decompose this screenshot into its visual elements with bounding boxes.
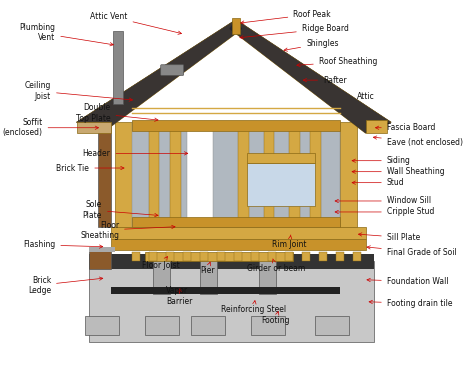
FancyBboxPatch shape [149, 130, 159, 219]
Text: Footing: Footing [262, 311, 290, 324]
Text: Reinforcing Steel: Reinforcing Steel [221, 301, 286, 314]
FancyBboxPatch shape [289, 130, 300, 219]
FancyBboxPatch shape [264, 130, 274, 219]
Text: Eave (not enclosed): Eave (not enclosed) [374, 136, 463, 147]
Text: Girder or beam: Girder or beam [246, 259, 305, 273]
FancyBboxPatch shape [110, 227, 365, 239]
FancyBboxPatch shape [89, 247, 110, 269]
FancyBboxPatch shape [113, 31, 123, 104]
FancyBboxPatch shape [110, 287, 340, 294]
Polygon shape [76, 20, 242, 133]
FancyBboxPatch shape [85, 316, 119, 335]
Text: Flashing: Flashing [23, 241, 103, 249]
Text: Window Sill: Window Sill [335, 196, 431, 206]
FancyBboxPatch shape [340, 122, 357, 227]
FancyBboxPatch shape [191, 316, 225, 335]
Text: Wall Sheathing: Wall Sheathing [352, 167, 445, 176]
Polygon shape [229, 20, 391, 133]
Text: Sill Plate: Sill Plate [358, 233, 420, 242]
Text: Rafter: Rafter [303, 76, 346, 85]
Text: Cripple Stud: Cripple Stud [335, 207, 434, 217]
FancyBboxPatch shape [232, 18, 240, 34]
Polygon shape [236, 20, 391, 130]
FancyBboxPatch shape [89, 254, 374, 269]
Text: Pier: Pier [200, 262, 214, 275]
FancyBboxPatch shape [217, 252, 225, 261]
FancyBboxPatch shape [246, 162, 315, 207]
FancyBboxPatch shape [238, 130, 249, 219]
FancyBboxPatch shape [200, 258, 217, 294]
Text: Soffit
(enclosed): Soffit (enclosed) [2, 118, 99, 137]
Text: Floor Joist: Floor Joist [142, 256, 180, 270]
FancyBboxPatch shape [89, 247, 115, 252]
Text: Attic Vent: Attic Vent [90, 11, 182, 34]
FancyBboxPatch shape [200, 252, 208, 261]
Text: Brick
Ledge: Brick Ledge [28, 276, 103, 295]
FancyBboxPatch shape [98, 122, 110, 227]
Text: Double
Top Plate: Double Top Plate [76, 103, 158, 123]
Text: Sole
Plate: Sole Plate [82, 200, 158, 220]
Text: Foundation Wall: Foundation Wall [367, 277, 448, 286]
FancyBboxPatch shape [365, 120, 387, 133]
Text: Roof Peak: Roof Peak [241, 10, 331, 24]
Text: Vapor
Barrier: Vapor Barrier [166, 286, 192, 306]
FancyBboxPatch shape [315, 316, 348, 335]
Text: Floor
Sheathing: Floor Sheathing [80, 221, 175, 240]
Text: Plumbing
Vent: Plumbing Vent [19, 23, 113, 46]
Polygon shape [229, 20, 391, 133]
FancyBboxPatch shape [251, 316, 285, 335]
FancyBboxPatch shape [336, 252, 344, 261]
FancyBboxPatch shape [234, 252, 242, 261]
FancyBboxPatch shape [259, 258, 276, 294]
Text: Siding: Siding [352, 156, 410, 165]
Text: Brick Tie: Brick Tie [56, 163, 124, 173]
FancyBboxPatch shape [353, 252, 361, 261]
FancyBboxPatch shape [183, 252, 191, 261]
Text: Rim Joint: Rim Joint [272, 235, 307, 249]
Text: Ceiling
Joist: Ceiling Joist [25, 82, 133, 101]
FancyBboxPatch shape [145, 252, 293, 261]
FancyBboxPatch shape [285, 252, 293, 261]
FancyBboxPatch shape [310, 130, 321, 219]
Text: Header: Header [82, 149, 188, 158]
Polygon shape [76, 20, 236, 130]
FancyBboxPatch shape [302, 252, 310, 261]
FancyBboxPatch shape [110, 239, 365, 251]
Text: Stud: Stud [352, 178, 404, 187]
FancyBboxPatch shape [212, 122, 340, 227]
FancyBboxPatch shape [132, 217, 340, 227]
FancyBboxPatch shape [132, 252, 140, 261]
Text: Fascia Board: Fascia Board [375, 123, 435, 132]
FancyBboxPatch shape [76, 122, 110, 133]
FancyBboxPatch shape [153, 258, 170, 294]
Polygon shape [76, 20, 242, 133]
FancyBboxPatch shape [251, 252, 259, 261]
FancyBboxPatch shape [115, 122, 132, 227]
FancyBboxPatch shape [170, 130, 181, 219]
FancyBboxPatch shape [132, 122, 187, 227]
FancyBboxPatch shape [132, 120, 340, 131]
FancyBboxPatch shape [166, 252, 174, 261]
FancyBboxPatch shape [161, 65, 183, 75]
Text: Ridge Board: Ridge Board [240, 24, 349, 39]
Text: Final Grade of Soil: Final Grade of Soil [367, 246, 456, 257]
Text: Footing drain tile: Footing drain tile [369, 299, 452, 308]
Text: Attic: Attic [357, 92, 375, 101]
FancyBboxPatch shape [89, 261, 374, 342]
FancyBboxPatch shape [319, 252, 328, 261]
FancyBboxPatch shape [246, 154, 315, 162]
FancyBboxPatch shape [145, 316, 179, 335]
FancyBboxPatch shape [268, 252, 276, 261]
Text: Roof Sheathing: Roof Sheathing [297, 57, 377, 67]
FancyBboxPatch shape [149, 252, 157, 261]
Text: Shingles: Shingles [284, 39, 338, 51]
